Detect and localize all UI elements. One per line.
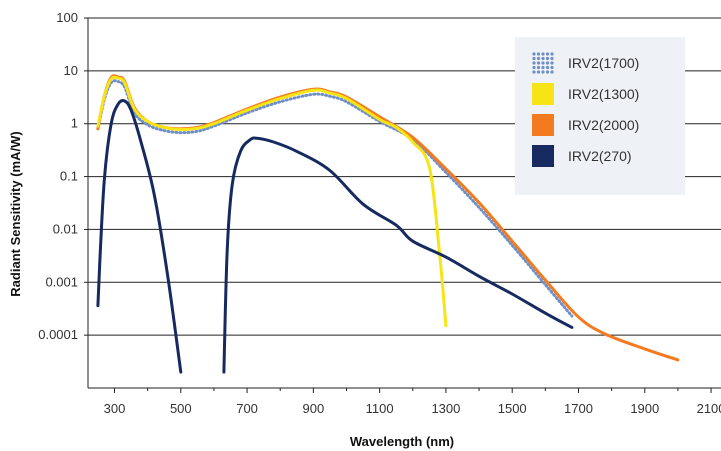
x-tick-labels: 300 500 700 900 1100 1300 1500 1700 1900 2100 (104, 401, 721, 416)
y-tick-label: 0.01 (53, 221, 78, 236)
series-line-irv2-1300 (96, 75, 448, 328)
series-line-irv2-270 (96, 99, 183, 374)
series-line-irv2-1700 (96, 79, 574, 318)
y-tick-labels: 100 10 1 0.1 0.01 0.001 0.0001 (38, 10, 78, 342)
series-lines (96, 74, 680, 374)
legend-swatch-irv2-1300 (532, 83, 554, 105)
axes (84, 17, 721, 393)
x-tick-label: 1100 (366, 401, 394, 416)
gridlines (88, 17, 721, 336)
x-tick-label: 500 (170, 401, 192, 416)
x-tick-label: 1700 (564, 401, 593, 416)
legend: IRV2(1700) IRV2(1300) IRV2(2000) IRV2(270) (515, 37, 685, 195)
y-tick-label: 10 (64, 63, 78, 78)
x-tick-label: 900 (303, 401, 325, 416)
y-tick-label: 0.0001 (38, 327, 78, 342)
x-tick-label: 1300 (431, 401, 460, 416)
y-axis-title: Radiant Sensitivity (mA/W) (8, 131, 23, 296)
legend-swatch-irv2-1700 (532, 52, 554, 74)
x-tick-label: 1900 (630, 401, 659, 416)
x-tick-label: 2100 (697, 401, 721, 416)
series-line-irv2-270-segment2 (222, 136, 574, 374)
x-tick-label: 300 (104, 401, 126, 416)
legend-label-irv2-1300: IRV2(1300) (568, 86, 639, 102)
x-tick-label: 700 (236, 401, 258, 416)
legend-swatch-irv2-270 (532, 145, 554, 167)
y-tick-label: 0.001 (45, 274, 78, 289)
y-tick-label: 1 (71, 116, 78, 131)
legend-label-irv2-270: IRV2(270) (568, 148, 632, 164)
y-tick-label: 100 (56, 10, 78, 25)
x-tick-label: 1500 (498, 401, 527, 416)
legend-label-irv2-2000: IRV2(2000) (568, 117, 639, 133)
x-axis-title: Wavelength (nm) (350, 434, 454, 449)
legend-swatch-irv2-2000 (532, 114, 554, 136)
y-tick-label: 0.1 (60, 169, 78, 184)
legend-label-irv2-1700: IRV2(1700) (568, 55, 639, 71)
